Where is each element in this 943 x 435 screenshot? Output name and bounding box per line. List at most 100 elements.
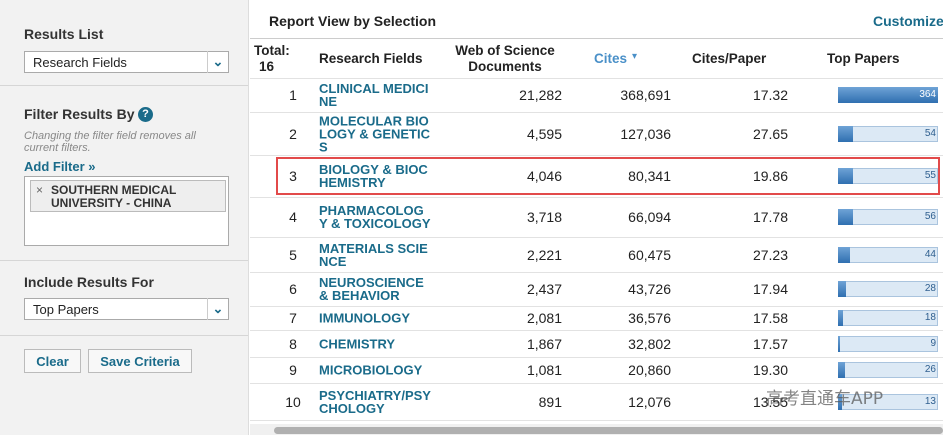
divider — [250, 78, 943, 79]
filter-text: SOUTHERN MEDICAL UNIVERSITY - CHINA — [51, 183, 177, 210]
field[interactable]: CLINICAL MEDICINE — [319, 81, 429, 109]
field[interactable]: PHARMACOLOGY & TOXICOLOGY — [319, 203, 431, 231]
documents: 4,595 — [526, 125, 562, 142]
bar — [838, 281, 846, 297]
rank: 6 — [289, 281, 297, 297]
rank: 10 — [285, 393, 301, 410]
bar-label: 9 — [930, 337, 936, 349]
field[interactable]: CHEMISTRY — [319, 336, 396, 351]
divider — [250, 112, 943, 113]
bar-label: 28 — [924, 283, 936, 294]
field[interactable]: BIOLOGY & BIOCHEMISTRY — [319, 162, 428, 190]
documents: 4,046 — [526, 168, 562, 184]
documents: 2,221 — [526, 246, 562, 263]
cites: 127,036 — [620, 125, 671, 142]
divider — [0, 335, 248, 336]
cites-per-paper: 19.86 — [752, 168, 788, 184]
field[interactable]: NEUROSCIENCE & BEHAVIOR — [319, 275, 424, 303]
button[interactable]: Clear — [24, 349, 81, 373]
divider — [250, 330, 943, 331]
bar-label: 44 — [924, 248, 936, 260]
bar — [838, 246, 851, 263]
bar — [838, 393, 842, 410]
label: Filter Results By — [24, 106, 135, 122]
filter-box: × SOUTHERN MEDICAL UNIVERSITY - CHINA — [24, 176, 229, 246]
column-header: Top Papers — [827, 51, 900, 66]
column-header[interactable]: Cites — [594, 51, 628, 66]
help-icon[interactable]: ? — [138, 107, 153, 122]
bar-label: 54 — [924, 127, 936, 139]
sort-arrow: ▾ — [632, 51, 638, 62]
documents: 3,718 — [526, 209, 562, 225]
rank: 9 — [289, 362, 297, 378]
cites: 43,726 — [628, 281, 671, 297]
rank: 3 — [289, 168, 297, 184]
documents: 21,282 — [519, 87, 562, 103]
select[interactable]: Research Fields — [24, 51, 229, 73]
rank: 8 — [289, 335, 297, 352]
divider — [0, 85, 248, 86]
documents: 2,437 — [526, 281, 562, 297]
cites: 12,076 — [628, 393, 671, 410]
report-title: Report View by Selection — [269, 13, 437, 29]
bar-label: 18 — [924, 312, 936, 323]
cites: 60,475 — [628, 246, 671, 263]
bar-label: 26 — [924, 364, 936, 375]
highlight-box — [276, 157, 940, 195]
field[interactable]: IMMUNOLOGY — [319, 310, 410, 326]
cites-per-paper: 17.32 — [752, 87, 788, 103]
watermark: 高考直通车APP — [766, 389, 884, 409]
button[interactable]: Save Criteria — [88, 349, 192, 373]
remove-icon[interactable]: × — [36, 183, 44, 197]
divider — [250, 38, 943, 39]
divider — [250, 420, 943, 421]
divider — [0, 260, 248, 261]
divider — [250, 272, 943, 273]
divider — [250, 197, 943, 198]
cites-per-paper: 27.23 — [752, 246, 788, 263]
divider — [250, 237, 943, 238]
label: Results List — [24, 26, 104, 42]
customize-link[interactable]: Customize — [873, 13, 943, 29]
bar — [838, 310, 843, 326]
total-label: Total: — [254, 43, 290, 58]
cites: 80,341 — [628, 168, 671, 184]
scroll-thumb[interactable] — [274, 427, 943, 434]
bar — [838, 168, 854, 184]
column-header: Web of Science Documents — [455, 43, 555, 74]
field[interactable]: PSYCHIATRY/PSYCHOLOGY — [319, 387, 431, 416]
bar — [838, 209, 854, 225]
bar-label: 55 — [924, 170, 936, 181]
field[interactable]: MATERIALS SCIENCE — [319, 240, 428, 269]
bar-label: 56 — [924, 211, 936, 222]
filter-chip: × SOUTHERN MEDICAL UNIVERSITY - CHINA — [30, 180, 226, 212]
cites: 36,576 — [628, 310, 671, 326]
bar — [838, 125, 853, 142]
cites: 32,802 — [628, 335, 671, 352]
bar-label: 364 — [919, 89, 936, 100]
field[interactable]: MOLECULAR BIOLOGY & GENETICS — [319, 113, 430, 154]
cites-per-paper: 17.94 — [752, 281, 788, 297]
cites-per-paper: 13.55 — [752, 393, 788, 410]
field[interactable]: MICROBIOLOGY — [319, 362, 423, 378]
cites-per-paper: 27.65 — [752, 125, 788, 142]
column-header: Research Fields — [319, 51, 423, 66]
bar — [838, 335, 841, 352]
cites-per-paper: 19.30 — [752, 362, 788, 378]
sidebar: Results List Research Fields Filter Resu… — [0, 0, 249, 435]
total: 16 — [259, 59, 275, 74]
select[interactable]: Top Papers — [24, 298, 229, 320]
note: Changing the filter field removes all cu… — [24, 130, 196, 154]
label: Include Results For — [24, 274, 154, 290]
cites-per-paper: 17.57 — [752, 335, 788, 352]
scrollbar[interactable] — [250, 424, 943, 435]
documents: 891 — [538, 393, 562, 410]
bar — [838, 87, 938, 103]
divider — [250, 306, 943, 307]
link[interactable]: Add Filter » — [24, 159, 96, 174]
cites: 66,094 — [628, 209, 671, 225]
cites-per-paper: 17.58 — [752, 310, 788, 326]
cites-per-paper: 17.78 — [752, 209, 788, 225]
rank: 5 — [289, 246, 297, 263]
